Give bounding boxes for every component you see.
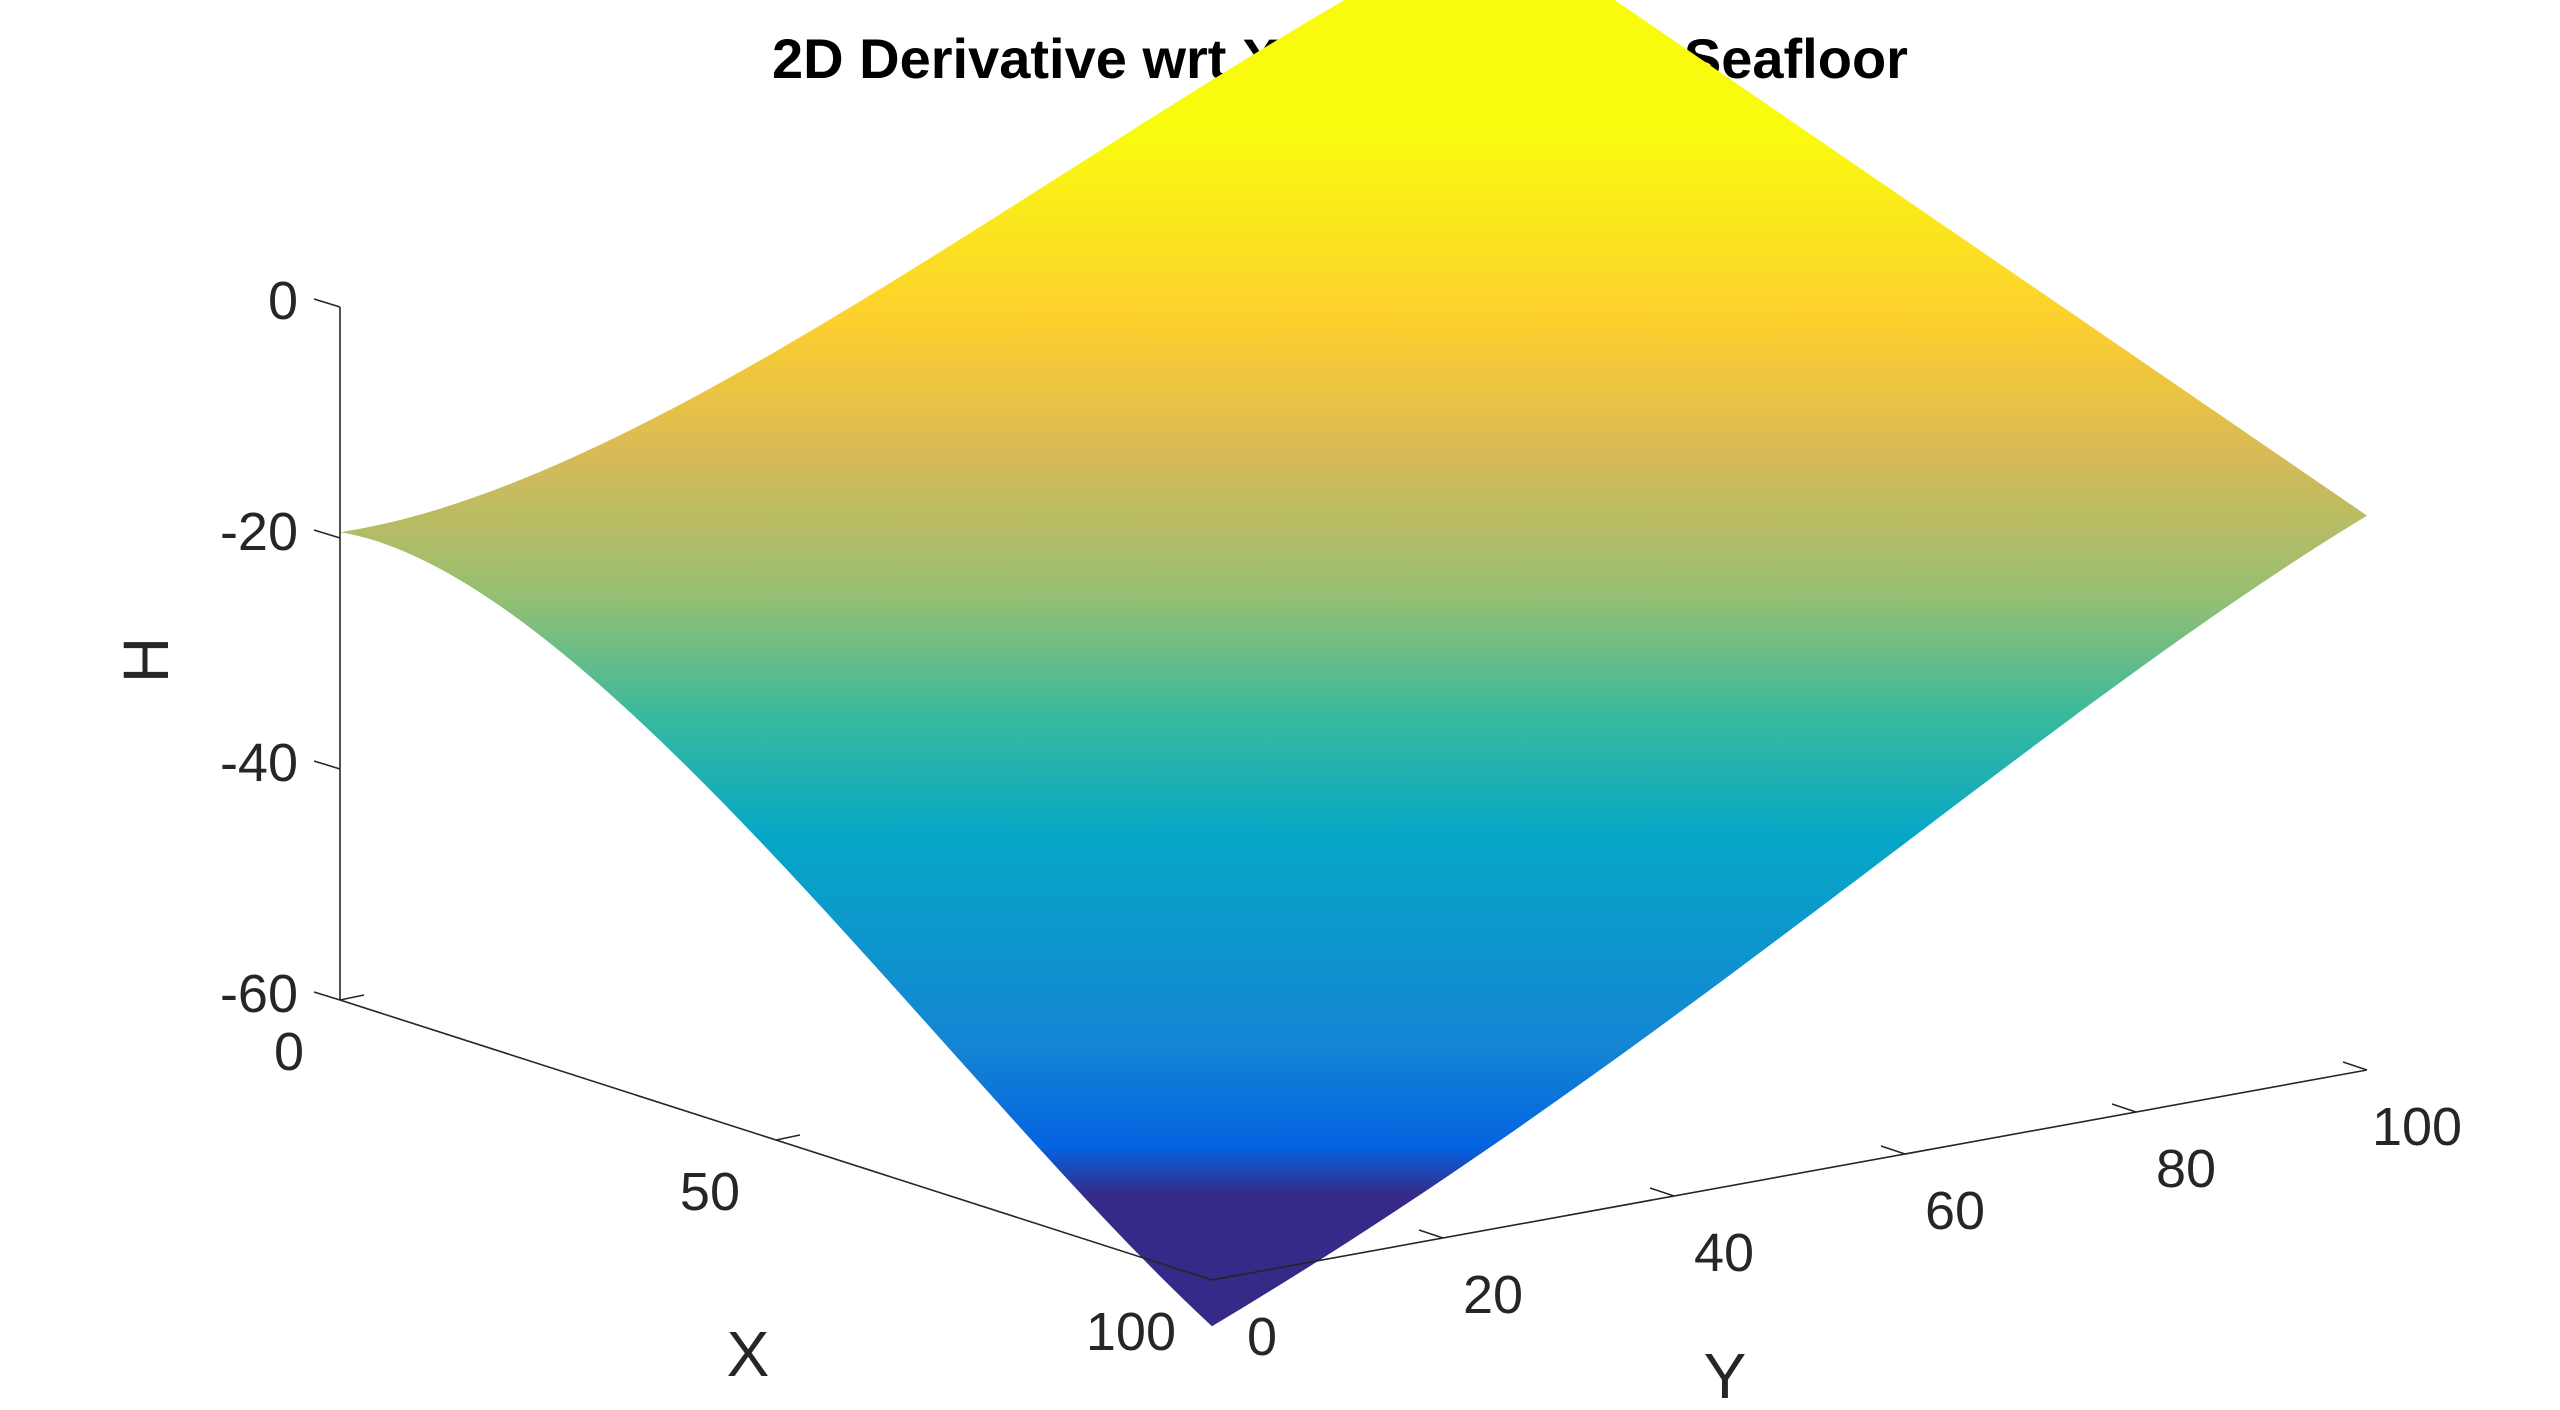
y-tick-label: 40 bbox=[1694, 1223, 1754, 1283]
y-tick-mark bbox=[1187, 1271, 1213, 1281]
y-tick-label: 20 bbox=[1463, 1265, 1523, 1325]
y-axis: 0 20 40 60 80 100 bbox=[1187, 1061, 2462, 1367]
z-tick-label: -40 bbox=[220, 733, 298, 793]
z-tick-label: -60 bbox=[220, 964, 298, 1024]
y-tick-label: 80 bbox=[2156, 1139, 2216, 1199]
y-axis-label: Y bbox=[1704, 1340, 1747, 1410]
y-tick-mark bbox=[1418, 1229, 1444, 1239]
x-axis: 0 50 100 bbox=[274, 994, 1237, 1362]
z-tick-mark bbox=[313, 760, 341, 770]
z-tick-label: 0 bbox=[268, 271, 298, 331]
x-tick-label: 100 bbox=[1086, 1302, 1176, 1362]
y-tick-label: 100 bbox=[2372, 1097, 2462, 1157]
x-axis-label: X bbox=[727, 1318, 770, 1390]
x-tick-mark bbox=[775, 1134, 801, 1141]
z-axis-label: H bbox=[110, 637, 182, 683]
z-axis: 0 -20 -40 -60 bbox=[220, 271, 341, 1024]
x-tick-label: 50 bbox=[680, 1162, 740, 1222]
y-tick-mark bbox=[2111, 1103, 2137, 1113]
y-tick-mark bbox=[2342, 1061, 2368, 1071]
x-tick-mark bbox=[339, 994, 365, 1001]
y-tick-label: 60 bbox=[1925, 1181, 1985, 1241]
y-axis-line bbox=[1211, 1069, 2368, 1281]
z-tick-mark bbox=[313, 298, 341, 308]
z-tick-label: -20 bbox=[220, 502, 298, 562]
z-tick-mark bbox=[313, 991, 341, 1001]
x-tick-label: 0 bbox=[274, 1022, 304, 1082]
y-tick-mark bbox=[1880, 1145, 1906, 1155]
y-tick-label: 0 bbox=[1247, 1307, 1277, 1367]
z-tick-mark bbox=[313, 529, 341, 539]
seafloor-surface bbox=[340, 0, 2367, 1327]
y-tick-mark bbox=[1649, 1187, 1675, 1197]
